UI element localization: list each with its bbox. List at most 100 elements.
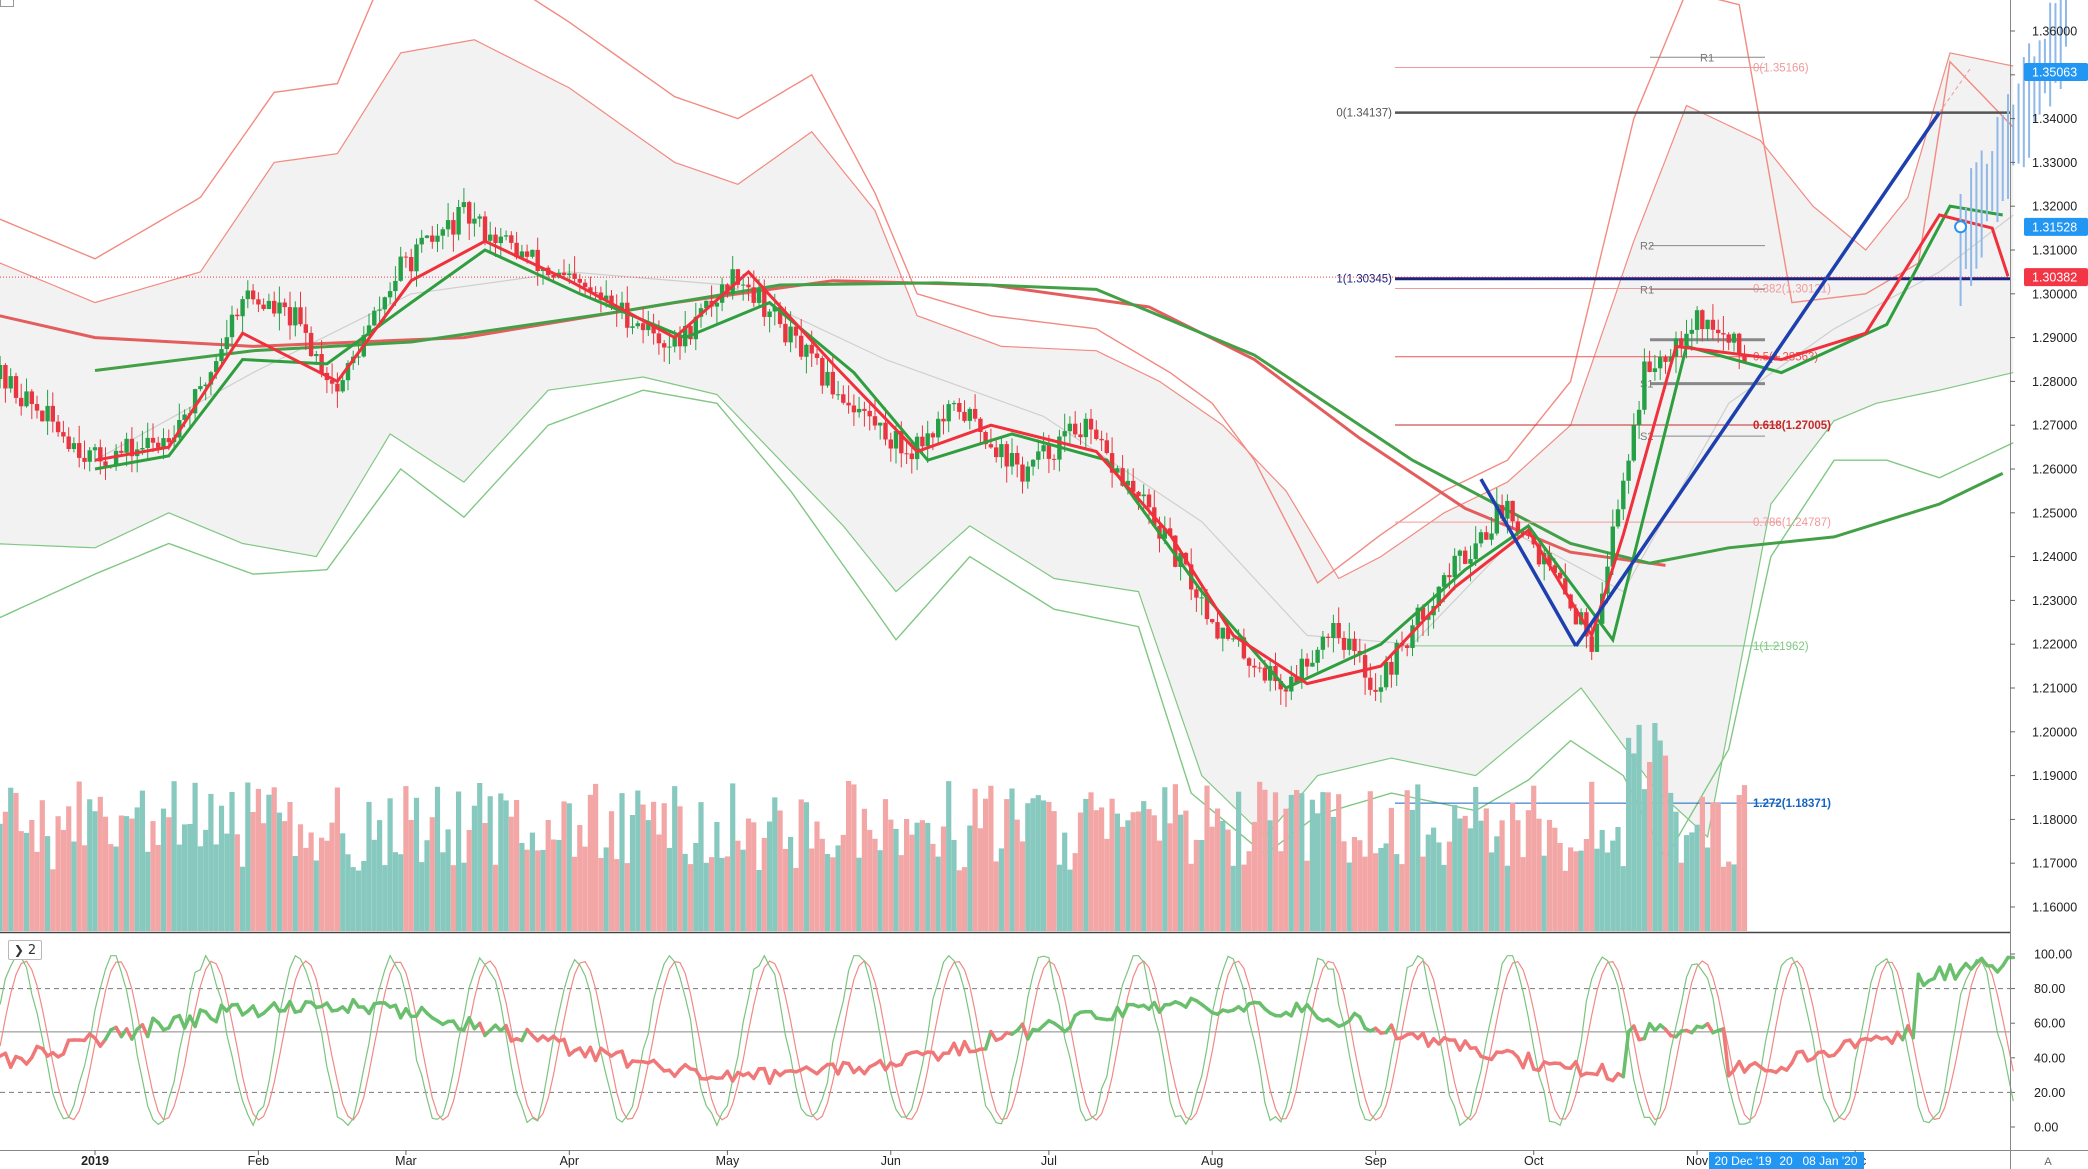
fib-level-label: 1(1.30345) <box>1336 274 1392 286</box>
volume-bar <box>392 852 398 931</box>
candle-body <box>572 273 577 279</box>
candle-body <box>640 323 646 331</box>
candle-body <box>1146 494 1152 508</box>
volume-bar <box>150 821 156 931</box>
volume-bar <box>851 784 857 931</box>
candle-body <box>287 307 293 326</box>
candle-body <box>999 444 1004 458</box>
candle-body <box>377 309 382 311</box>
candle-body <box>1420 607 1426 620</box>
volume-bar <box>1399 864 1405 931</box>
volume-bar <box>271 787 277 931</box>
stoch-slow-segment <box>130 1027 139 1041</box>
candle-body <box>1484 532 1489 540</box>
volume-bar <box>129 818 135 931</box>
candle-body <box>1594 623 1600 652</box>
candle-body <box>1136 491 1141 497</box>
price-tick-label: 1.26000 <box>2032 463 2077 477</box>
candle-body <box>1694 310 1700 330</box>
volume-bar <box>1167 823 1173 931</box>
volume-bar <box>1309 799 1315 931</box>
volume-bar <box>1236 791 1242 931</box>
volume-bar <box>124 816 130 931</box>
stoch-slow-segment <box>957 1039 967 1057</box>
volume-bar <box>967 825 973 931</box>
volume-bar <box>529 832 535 931</box>
candle-body <box>809 344 814 354</box>
forecast-handle[interactable] <box>1954 220 1968 234</box>
envelope-lower <box>0 372 2014 839</box>
time-tick-label: Apr <box>560 1154 579 1168</box>
pattern-trendline[interactable] <box>1479 478 1578 647</box>
volume-bar <box>166 817 172 931</box>
stoch-slow-segment <box>1421 1031 1431 1048</box>
volume-bar <box>276 812 282 931</box>
volume-bar <box>608 811 615 931</box>
pattern-trendline[interactable] <box>1574 111 1941 647</box>
volume-bar <box>450 865 456 931</box>
envelope-upper <box>0 39 2014 580</box>
candle-body <box>1094 429 1099 439</box>
volume-bar <box>1156 840 1163 931</box>
volume-bar <box>1615 827 1621 931</box>
volume-pane <box>0 723 1748 931</box>
candle-body <box>1473 543 1478 560</box>
volume-bar <box>266 794 272 931</box>
candle-body <box>1636 409 1642 426</box>
volume-bar <box>192 782 198 931</box>
volume-bar <box>1041 800 1047 931</box>
volume-bar <box>1077 812 1084 931</box>
main-price-pane[interactable]: 0(1.34137)1(1.30345)0.5(1.28563)0.618(1.… <box>0 0 2078 861</box>
candle-body <box>1731 333 1737 343</box>
candle-body <box>1273 666 1278 682</box>
candle-body <box>972 408 978 419</box>
candle-body <box>609 295 614 308</box>
volume-bar <box>645 820 651 931</box>
volume-bar <box>1346 862 1352 931</box>
candle-body <box>1478 532 1484 544</box>
time-cursor-badge[interactable] <box>1796 1152 1864 1169</box>
volume-bar <box>1056 864 1062 931</box>
candle-body <box>1547 552 1552 566</box>
volume-bar <box>629 815 636 931</box>
volume-bar <box>1720 866 1726 931</box>
stochastic-pane[interactable]: 100.00 80.00 60.00 40.00 20.00 0.00 <box>0 948 2072 1135</box>
volume-bar <box>1357 840 1363 931</box>
indicator-panel-toggle[interactable]: ❯ 2 <box>8 940 42 960</box>
volume-bar <box>798 799 804 931</box>
candle-body <box>66 436 71 449</box>
volume-bar <box>835 845 841 931</box>
volume-bar <box>1220 821 1226 931</box>
candle-body <box>229 314 235 338</box>
volume-bar <box>677 806 683 931</box>
candle-body <box>1036 451 1041 460</box>
candle-body <box>298 307 303 325</box>
volume-bar <box>1409 809 1416 931</box>
candle-body <box>783 323 788 343</box>
volume-bar <box>60 829 66 931</box>
candle-body <box>946 404 951 422</box>
volume-bar <box>1178 814 1184 931</box>
volume-bar <box>55 816 61 931</box>
volume-bar <box>387 798 393 931</box>
volume-bar <box>777 810 783 931</box>
volume-bar <box>1457 818 1463 931</box>
time-cursor-badge[interactable] <box>1709 1152 1777 1169</box>
volume-bar <box>145 851 151 931</box>
volume-bar <box>213 844 219 931</box>
candle-body <box>777 307 783 324</box>
fib-level-label: 0(1.35166) <box>1753 63 1809 75</box>
volume-bar <box>1262 789 1268 931</box>
candle-body <box>1610 526 1615 567</box>
candle-body <box>588 287 593 293</box>
volume-bar <box>1283 808 1289 931</box>
volume-bar <box>1510 802 1516 931</box>
volume-bar <box>545 820 551 931</box>
long-ma-green <box>94 281 2004 565</box>
candle-body <box>1083 418 1088 438</box>
candle-body <box>156 442 161 448</box>
candle-body <box>1194 589 1199 598</box>
candle-body <box>1115 468 1120 473</box>
